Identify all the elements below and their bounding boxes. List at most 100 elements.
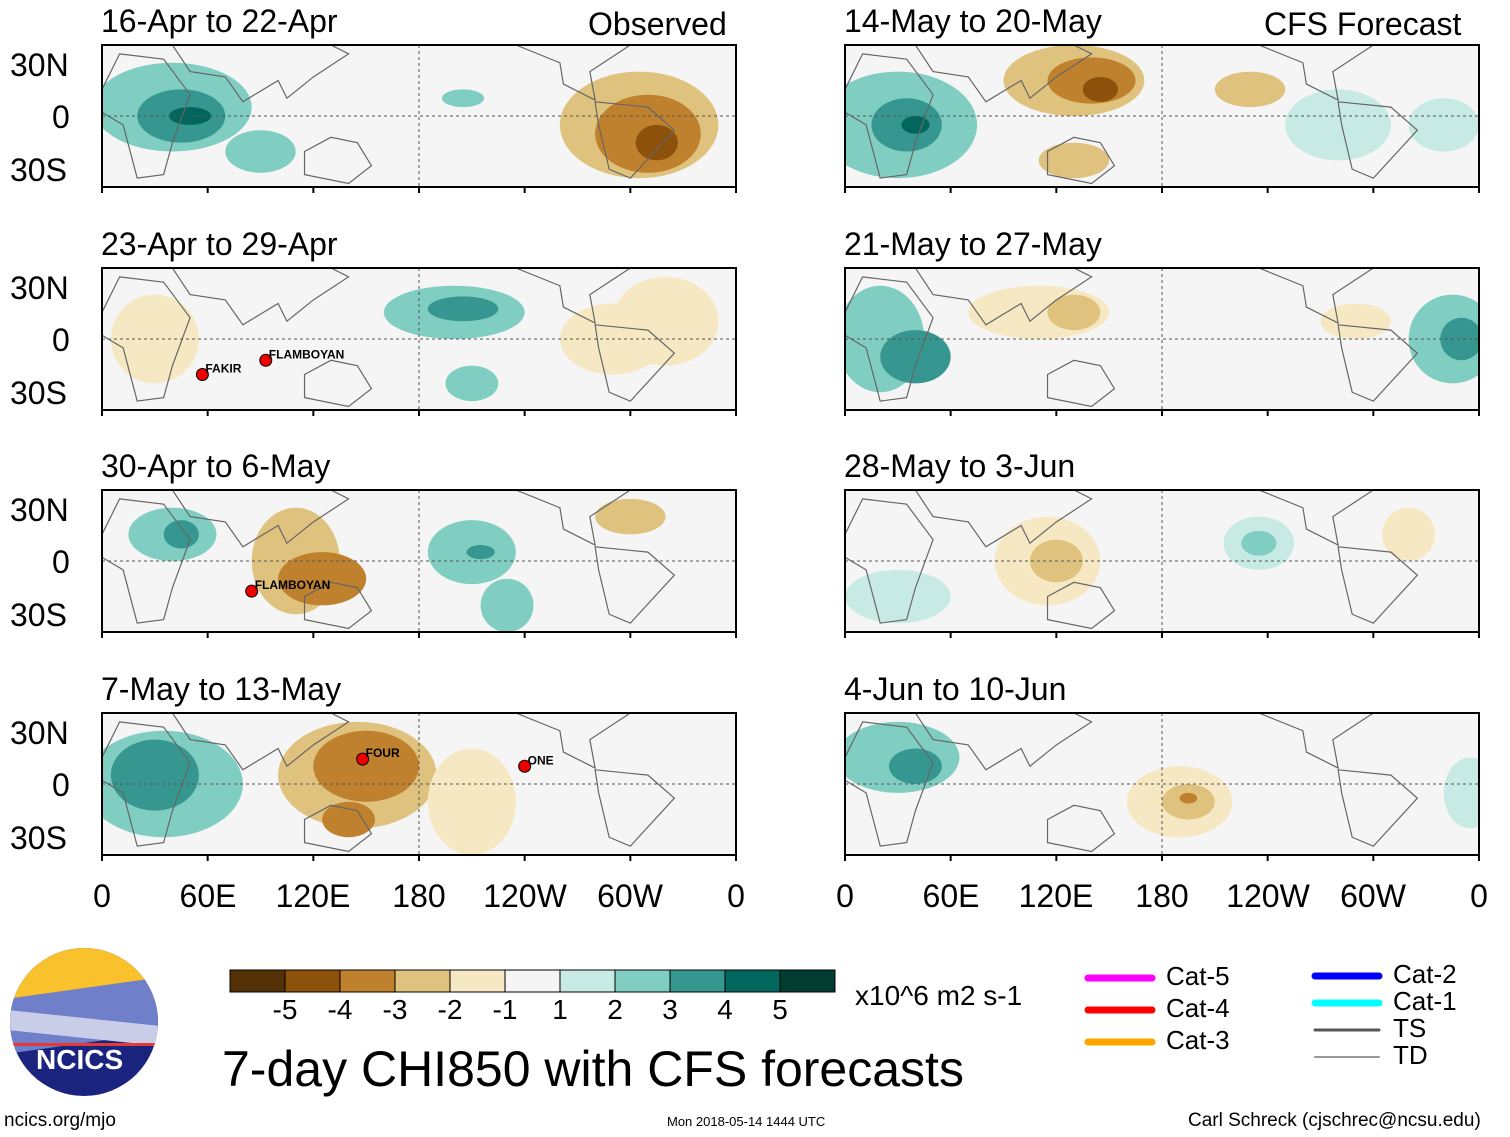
colorbar-units: x10^6 m2 s-1: [855, 980, 1023, 1011]
track-legend-label: Cat-5: [1166, 961, 1230, 991]
footer-url[interactable]: ncics.org/mjo: [4, 1110, 116, 1131]
colorbar-tick: -3: [382, 994, 408, 1025]
coastline: [1046, 136, 1116, 185]
lon-label: 60E: [922, 878, 980, 914]
ncics-logo: NCICS: [10, 948, 158, 1096]
coastline: [171, 713, 350, 771]
coastline: [515, 268, 632, 325]
coastline: [303, 581, 373, 630]
lon-label: 0: [727, 878, 745, 914]
map-panel: FLAMBOYAN: [101, 489, 737, 638]
lat-label: 30N: [10, 47, 69, 83]
lat-label: 30S: [10, 152, 67, 188]
colorbar-tick: -4: [327, 994, 353, 1025]
map-panel: FAKIR FLAMBOYAN: [101, 267, 737, 416]
map-panel: FOUR ONE: [101, 712, 737, 861]
storm-icon: [195, 368, 209, 381]
colorbar-swatch: [449, 969, 506, 993]
panel-title: 14-May to 20-May: [844, 3, 1102, 39]
colorbar-tick: -2: [437, 994, 463, 1025]
anomaly-contour: [1408, 98, 1479, 152]
lat-label: 30S: [10, 597, 67, 633]
coastline: [914, 713, 1093, 771]
colorbar-tick: 4: [717, 994, 733, 1025]
colorbar-swatch: [669, 969, 726, 993]
lon-label: 0: [93, 878, 111, 914]
colorbar-tick: -5: [272, 994, 298, 1025]
storm-icon: [356, 752, 370, 766]
coastline: [303, 136, 373, 185]
track-legend-label: TS: [1393, 1013, 1427, 1043]
coastline: [515, 713, 632, 770]
coastline: [515, 490, 632, 547]
anomaly-contour: [612, 276, 719, 366]
anomaly-contour: [635, 124, 678, 161]
coastline: [1337, 546, 1419, 624]
lon-label: 120E: [1018, 878, 1094, 914]
coastline: [1046, 581, 1116, 630]
anomaly-contour: [313, 730, 419, 802]
coastline: [1258, 490, 1375, 547]
footer-timestamp: Mon 2018-05-14 1444 UTC: [667, 1114, 826, 1129]
anomaly-contour: [445, 365, 499, 402]
lon-label: 120W: [1226, 878, 1310, 914]
storm-label: FAKIR: [205, 362, 241, 376]
lat-label: 30N: [10, 492, 69, 528]
panel-title: 23-Apr to 29-Apr: [101, 226, 338, 262]
colorbar-tick: 3: [662, 994, 678, 1025]
panel-title: 21-May to 27-May: [844, 226, 1102, 262]
lat-label: 30N: [10, 715, 69, 751]
panel-title: 30-Apr to 6-May: [101, 448, 331, 484]
colorbar-swatch: [284, 969, 341, 993]
anomaly-contour: [441, 89, 485, 108]
storm-icon: [259, 353, 273, 367]
coastline: [171, 45, 350, 103]
track-legend-label: Cat-4: [1166, 993, 1230, 1023]
track-legend-label: TD: [1393, 1040, 1428, 1070]
coastline: [102, 53, 191, 179]
colorbar-swatch: [779, 969, 836, 993]
map-panel: [844, 44, 1480, 193]
lat-label: 0: [52, 99, 70, 135]
lon-label: 180: [392, 878, 446, 914]
colorbar-swatch: [724, 969, 781, 993]
coastline: [1258, 45, 1375, 102]
coastline: [845, 721, 934, 847]
colorbar-tick: -1: [492, 994, 518, 1025]
storm-icon: [245, 584, 259, 598]
lat-label: 30S: [10, 820, 67, 856]
lon-label: 60E: [179, 878, 237, 914]
map-panel: [101, 44, 737, 193]
coastline: [594, 101, 676, 179]
lat-label: 0: [52, 322, 70, 358]
coastline: [1046, 804, 1116, 853]
coastline: [1337, 769, 1419, 847]
coastline: [102, 721, 191, 847]
storm-label: FLAMBOYAN: [255, 578, 331, 592]
coastline: [1258, 268, 1375, 325]
anomaly-contour: [163, 520, 199, 549]
anomaly-contour: [880, 330, 951, 384]
map-panel: [844, 267, 1480, 416]
coastline: [303, 359, 373, 408]
anomaly-contour: [427, 296, 499, 322]
storm-label: FLAMBOYAN: [269, 347, 345, 361]
lon-label: 0: [836, 878, 854, 914]
anomaly-contour: [278, 552, 367, 606]
lon-label: 60W: [597, 878, 663, 914]
coastline: [1046, 359, 1116, 408]
lat-label: 0: [52, 767, 70, 803]
coastline: [914, 268, 1093, 326]
lon-label: 60W: [1340, 878, 1406, 914]
lat-label: 30S: [10, 375, 67, 411]
coastline: [845, 498, 934, 624]
panel-title: 28-May to 3-Jun: [844, 448, 1076, 484]
coastline: [102, 276, 191, 402]
anomaly-contour: [901, 116, 930, 134]
coastline: [845, 53, 934, 179]
colorbar-swatch: [504, 969, 561, 993]
coastline: [303, 804, 373, 853]
anomaly-contour: [1179, 792, 1198, 804]
forecast-label: CFS Forecast: [1264, 6, 1462, 42]
